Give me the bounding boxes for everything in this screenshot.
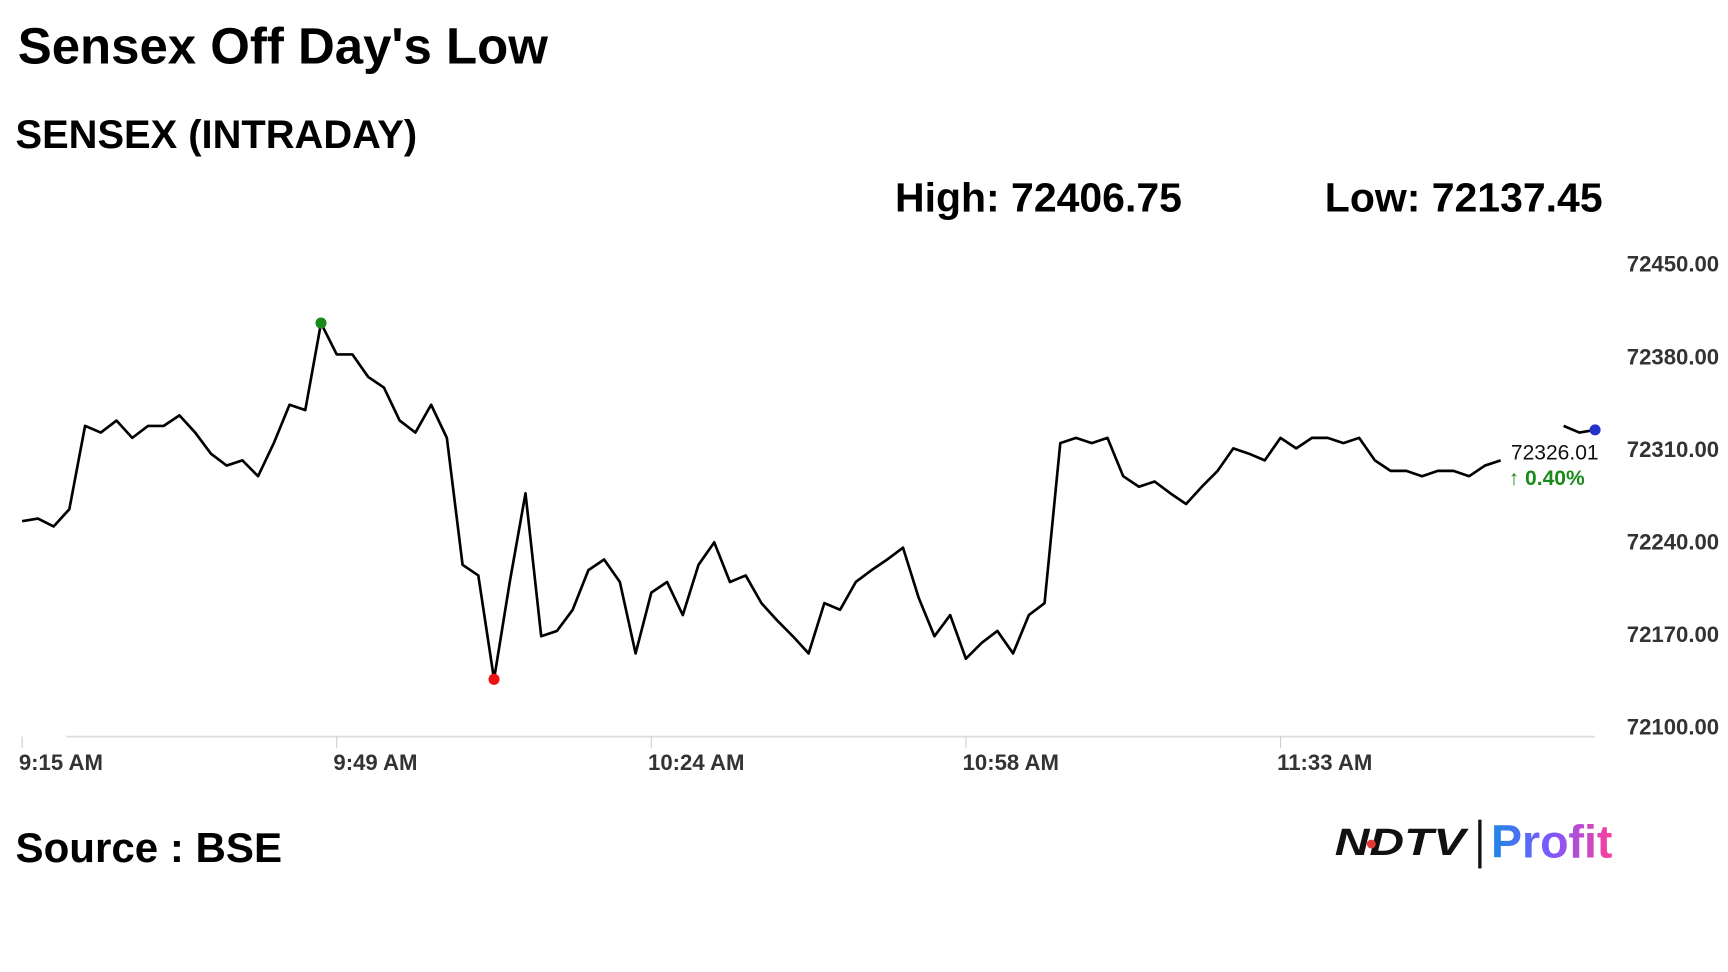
y-tick-label: 72310.00	[1627, 437, 1719, 462]
logo-left: NDTV	[1335, 821, 1469, 863]
high-annotation: High: 72406.75	[895, 174, 1182, 220]
y-tick-label: 72450.00	[1627, 252, 1719, 277]
low-annotation: Low: 72137.45	[1325, 174, 1603, 220]
y-tick-label: 72240.00	[1627, 529, 1719, 554]
logo-dot	[1366, 839, 1376, 849]
chart-subtitle: SENSEX (INTRADAY)	[16, 113, 418, 157]
x-tick-label: 9:49 AM	[333, 750, 417, 775]
change-label: ↑ 0.40%	[1509, 467, 1585, 490]
y-tick-label: 72380.00	[1627, 344, 1719, 369]
last-marker	[1589, 424, 1601, 436]
low-marker	[488, 673, 500, 685]
x-tick-label: 9:15 AM	[19, 750, 103, 775]
x-tick-label: 11:33 AM	[1277, 750, 1372, 775]
logo-right: Profit	[1491, 815, 1612, 867]
price-line	[21, 321, 1596, 681]
x-tick-label: 10:58 AM	[963, 750, 1059, 775]
source: Source : BSE	[16, 824, 283, 871]
last-value-label: 72326.01	[1511, 442, 1599, 465]
y-tick-label: 72170.00	[1627, 622, 1719, 647]
x-tick-label: 10:24 AM	[648, 750, 744, 775]
y-tick-label: 72100.00	[1627, 715, 1719, 740]
chart-title: Sensex Off Day's Low	[18, 17, 549, 74]
high-marker	[315, 317, 327, 329]
